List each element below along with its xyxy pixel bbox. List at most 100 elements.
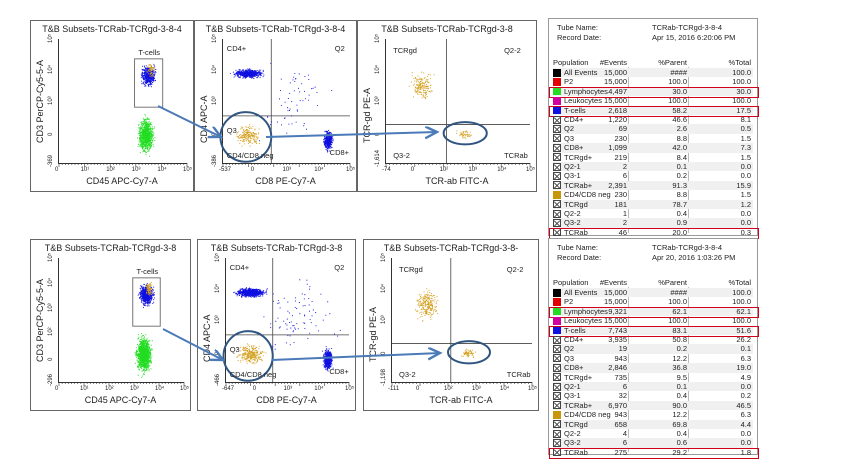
event-dot: [253, 138, 254, 139]
event-dot: [425, 90, 426, 91]
event-dot: [149, 144, 150, 145]
gate-label: Q3-2: [393, 151, 410, 160]
event-dot: [257, 136, 258, 137]
event-dot: [247, 129, 248, 130]
event-dot: [251, 77, 252, 78]
event-dot: [154, 68, 155, 69]
event-dot: [149, 69, 150, 70]
event-dot: [149, 77, 150, 78]
event-dot: [153, 295, 154, 296]
event-dot: [316, 92, 317, 93]
event-dot: [298, 88, 299, 89]
event-dot: [137, 146, 138, 147]
event-dot: [145, 124, 146, 125]
plot-title: T&B Subsets-TCRab-TCRgd-3-8-4: [195, 24, 356, 34]
event-dot: [149, 129, 150, 130]
event-dot: [147, 71, 148, 72]
event-dot: [150, 78, 151, 79]
event-dot: [281, 124, 282, 125]
event-dot: [427, 79, 428, 80]
event-dot: [423, 96, 424, 97]
event-dot: [143, 119, 144, 120]
event-dot: [140, 140, 141, 141]
event-dot: [294, 73, 295, 74]
event-dot: [241, 73, 242, 74]
y-tick-label: 0: [212, 133, 218, 136]
event-dot: [143, 121, 144, 122]
event-dot: [145, 154, 146, 155]
event-dot: [150, 349, 151, 350]
x-tick-label: 10¹: [81, 167, 90, 173]
event-dot: [150, 132, 151, 133]
event-dot: [246, 127, 247, 128]
event-dot: [421, 72, 422, 73]
event-dot: [136, 354, 137, 355]
plot-area[interactable]: T-cells: [58, 39, 187, 164]
event-dot: [246, 73, 247, 74]
event-dot: [328, 130, 329, 131]
event-dot: [145, 131, 146, 132]
event-dot: [418, 84, 419, 85]
event-dot: [459, 135, 460, 136]
event-dot: [424, 78, 425, 79]
event-dot: [418, 79, 419, 80]
event-dot: [246, 133, 247, 134]
event-dot: [470, 132, 471, 133]
event-dot: [258, 133, 259, 134]
event-dot: [432, 91, 433, 92]
event-dot: [143, 363, 144, 364]
event-dot: [143, 345, 144, 346]
event-dot: [140, 129, 141, 130]
event-dot: [136, 351, 137, 352]
event-dot: [141, 131, 142, 132]
event-dot: [152, 141, 153, 142]
event-dot: [148, 366, 149, 367]
event-dot: [151, 142, 152, 143]
event-dot: [149, 156, 150, 157]
event-dot: [139, 137, 140, 138]
t-cells-gate[interactable]: [135, 59, 163, 107]
event-dot: [143, 350, 144, 351]
event-dot: [141, 371, 142, 372]
event-dot: [149, 344, 150, 345]
event-dot: [416, 81, 417, 82]
event-dot: [143, 341, 144, 342]
event-dot: [248, 132, 249, 133]
plot-title: T&B Subsets-TCRab-TCRgd-3-8: [358, 24, 536, 34]
event-dot: [150, 127, 151, 128]
event-dot: [138, 353, 139, 354]
event-dot: [142, 69, 143, 70]
event-dot: [263, 74, 264, 75]
event-dot: [239, 71, 240, 72]
event-dot: [151, 362, 152, 363]
event-dot: [423, 86, 424, 87]
x-tick-label: 0: [55, 167, 58, 173]
event-dot: [154, 69, 155, 70]
event-dot: [324, 136, 325, 137]
event-dot: [150, 71, 151, 72]
event-dot: [248, 141, 249, 142]
event-dot: [306, 129, 307, 130]
event-dot: [147, 358, 148, 359]
y-tick-label: 10⁴: [212, 65, 218, 74]
event-dot: [260, 75, 261, 76]
event-dot: [138, 133, 139, 134]
event-dot: [140, 360, 141, 361]
event-dot: [245, 77, 246, 78]
event-dot: [147, 343, 148, 344]
event-dot: [414, 89, 415, 90]
event-dot: [150, 65, 151, 66]
event-dot: [146, 140, 147, 141]
event-dot: [255, 136, 256, 137]
event-dot: [427, 88, 428, 89]
event-dot: [152, 349, 153, 350]
event-dot: [149, 121, 150, 122]
plot-area[interactable]: T-cells: [58, 258, 184, 383]
event-dot: [240, 128, 241, 129]
event-dot: [152, 76, 153, 77]
event-dot: [423, 92, 424, 93]
event-dot: [422, 83, 423, 84]
gate-label: Q3: [227, 126, 237, 135]
